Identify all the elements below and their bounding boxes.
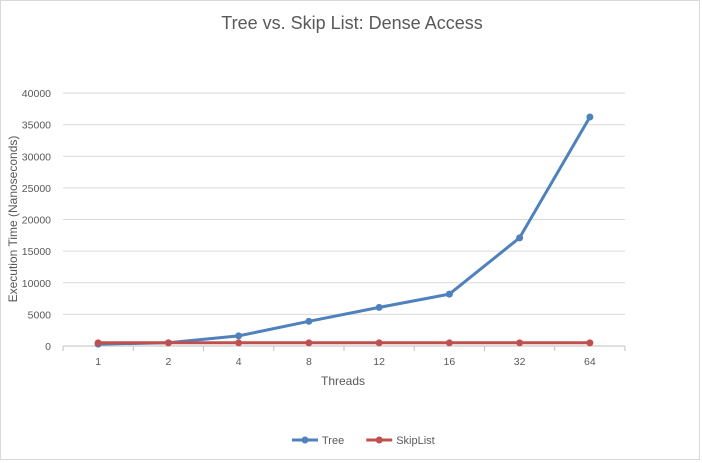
data-point — [305, 317, 313, 325]
data-point — [94, 339, 102, 347]
x-tick-label: 32 — [514, 356, 526, 368]
data-point — [375, 339, 383, 347]
y-axis-ticks: 0 5000 10000 15000 20000 25000 30000 35000 40000 — [22, 88, 51, 353]
x-tick-label: 2 — [165, 356, 171, 368]
series-line — [96, 115, 592, 346]
series-tree — [94, 113, 594, 348]
x-tick-label: 16 — [444, 356, 456, 368]
legend-item: Tree — [292, 435, 344, 447]
data-point — [445, 339, 453, 347]
y-axis-title: Execution Time (Nanoseconds) — [6, 136, 20, 303]
y-tick-label: 30000 — [22, 151, 51, 163]
data-point — [586, 113, 594, 121]
x-tick-label: 1 — [95, 356, 101, 368]
data-point — [516, 339, 524, 347]
data-point — [375, 303, 383, 311]
data-point — [235, 339, 243, 347]
data-point — [586, 339, 594, 347]
gridlines — [63, 92, 625, 347]
y-tick-label: 25000 — [22, 183, 51, 195]
y-tick-label: 5000 — [28, 309, 52, 321]
x-tick-label: 4 — [236, 356, 242, 368]
legend-item: SkipList — [366, 435, 435, 447]
x-axis-ticks: 1 2 4 8 12 16 32 64 — [62, 346, 626, 368]
x-tick-label: 8 — [306, 356, 312, 368]
legend-swatch-marker — [301, 436, 309, 444]
x-tick-label: 64 — [584, 356, 596, 368]
y-tick-label: 20000 — [22, 215, 51, 227]
legend-label: Tree — [322, 435, 344, 447]
legend-label: SkipList — [396, 435, 435, 447]
chart-title: Tree vs. Skip List: Dense Access — [221, 13, 482, 33]
legend-swatch-marker — [375, 436, 383, 444]
series-layer — [94, 113, 594, 348]
data-point — [516, 234, 524, 242]
series-skiplist — [94, 339, 594, 347]
y-tick-label: 0 — [45, 341, 51, 353]
y-tick-label: 35000 — [22, 120, 51, 132]
data-point — [445, 290, 453, 298]
x-tick-label: 12 — [373, 356, 385, 368]
legend: Tree SkipList — [292, 435, 435, 447]
y-tick-label: 10000 — [22, 278, 51, 290]
data-point — [305, 339, 313, 347]
y-tick-label: 15000 — [22, 246, 51, 258]
y-tick-label: 40000 — [22, 88, 51, 100]
data-point — [235, 332, 243, 340]
x-axis-title: Threads — [321, 374, 365, 388]
data-point — [164, 339, 172, 347]
